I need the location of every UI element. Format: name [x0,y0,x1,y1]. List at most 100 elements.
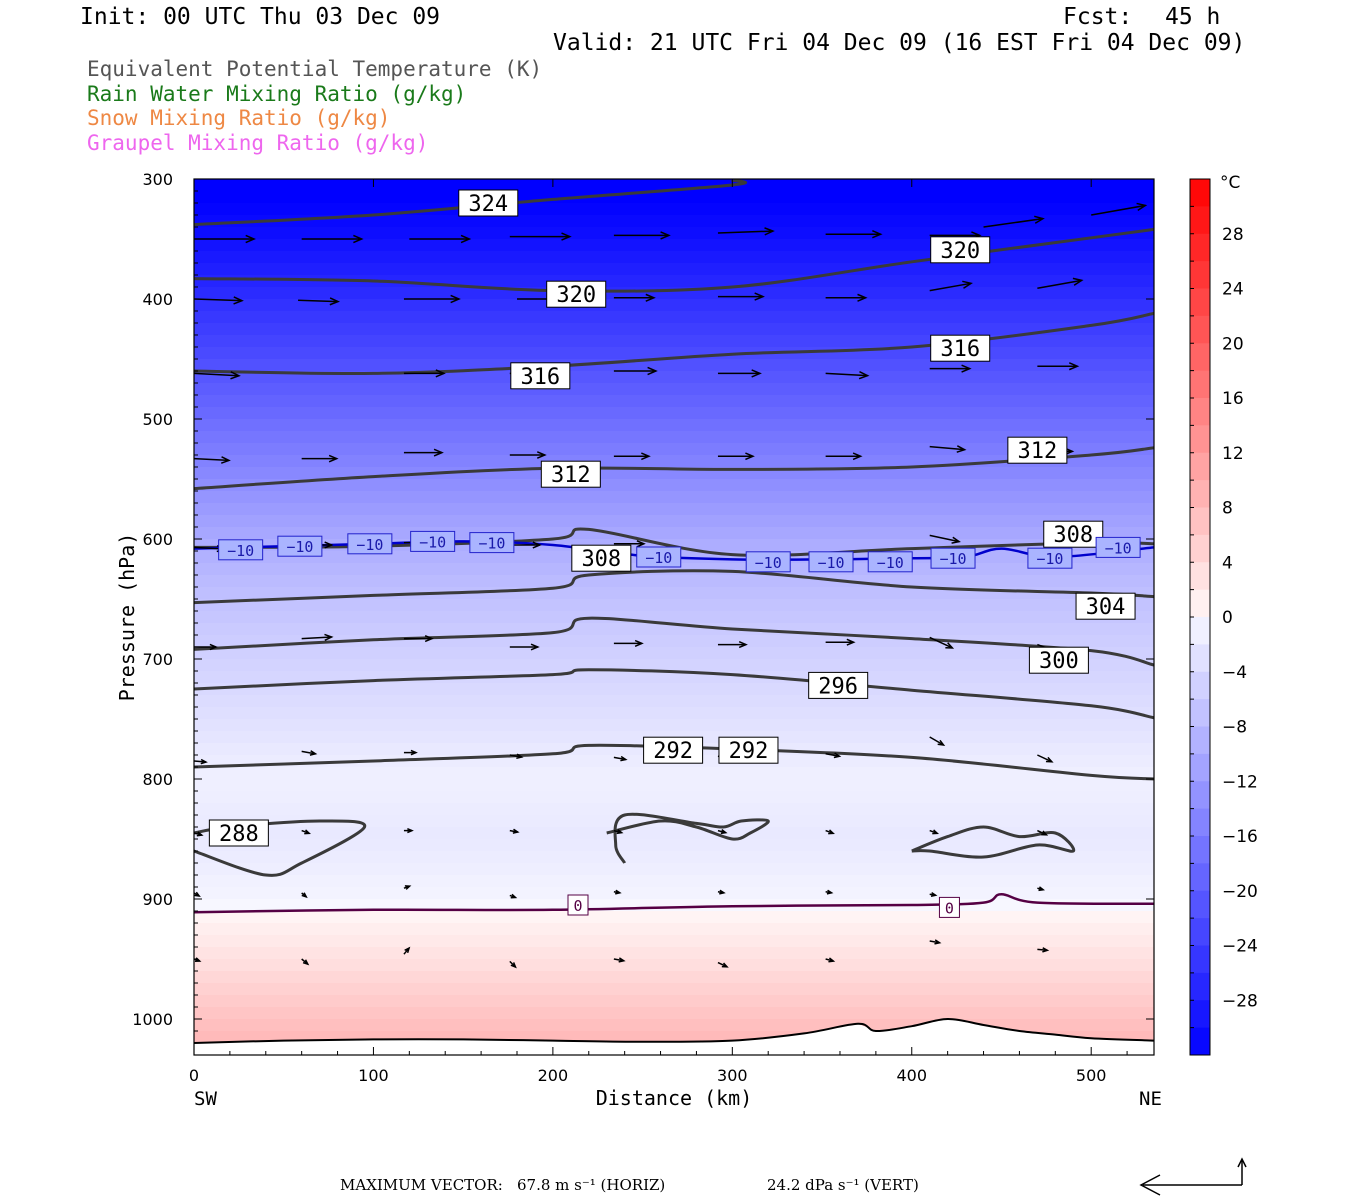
wind-vector [717,369,762,378]
svg-text:−10: −10 [356,536,383,554]
colorbar-cell [1190,480,1210,508]
temperature-band [194,875,1154,888]
svg-text:−10: −10 [419,533,446,551]
temperature-band [194,479,1154,492]
colorbar-cell [1190,753,1210,782]
temperature-band [194,215,1154,228]
temperature-band [194,395,1154,408]
isotherm-label: −10 [218,539,264,561]
y-tick-label: 900 [142,890,173,909]
svg-text:−10: −10 [1036,550,1063,568]
colorbar-label: 24 [1222,280,1244,300]
temperature-band [194,707,1154,720]
legend-theta-e: Equivalent Potential Temperature (K) [87,57,543,81]
wind-vector [825,638,856,646]
colorbar-cell [1190,233,1210,262]
temperature-band [194,263,1154,276]
wind-vector [929,534,961,544]
wind-vector [509,893,518,899]
wind-vector [403,827,414,834]
wind-vector [613,829,624,835]
wind-vector [717,961,729,968]
svg-text:308: 308 [581,547,621,572]
wind-vector [1037,947,1050,953]
colorbar-cell [1190,507,1210,536]
wind-vector [301,750,318,756]
colorbar-cell [1190,343,1210,372]
temperature-band [194,587,1154,600]
wind-vector [825,752,842,759]
wind-vector [509,541,542,549]
theta-e-label: 316 [930,334,991,362]
wind-vector [509,232,572,241]
wind-vector [409,234,472,244]
isotherm-label: −10 [1027,547,1073,569]
wind-vector [403,749,418,756]
isotherm-0 [194,892,1154,914]
theta-e-label: 300 [1028,646,1089,674]
theta-e-contour-288 [606,812,770,864]
forecast-hour: 45 h [1165,4,1221,30]
isotherm-label: −10 [410,530,456,552]
wind-vector [403,369,446,378]
colorbar-cell [1190,315,1210,344]
wind-vector [1037,754,1054,763]
wind-vector [929,636,955,649]
colorbar-label: −4 [1222,663,1247,683]
isotherm-label: 0 [567,894,589,916]
wind-vector [1037,886,1046,892]
svg-text:−10: −10 [1105,539,1132,557]
temperature-band [194,599,1154,612]
wind-vector [1037,829,1049,836]
theta-e-contour-304 [194,569,1154,605]
temperature-band [194,251,1154,264]
wind-vector [301,234,364,244]
wind-vector [983,215,1045,228]
wind-vector [403,885,412,890]
colorbar-cell [1190,179,1210,207]
svg-text:320: 320 [556,283,596,308]
temperature-band [194,527,1154,540]
theta-e-label: 288 [208,819,269,847]
svg-text:316: 316 [940,337,980,362]
max-vector-vert: 24.2 dPa s⁻¹ (VERT) [767,1176,919,1194]
temperature-band [194,887,1154,900]
wind-vector [301,454,339,463]
wind-vector [298,297,340,306]
x-tick-label: 0 [189,1066,199,1085]
wind-vector [929,280,973,292]
wind-vector [613,889,622,895]
x-tick-label: 200 [538,1066,569,1085]
temperature-band [194,623,1154,636]
temperature-band [194,779,1154,792]
wind-vector [825,230,883,239]
isotherm-label: −10 [1095,536,1141,558]
temperature-band [194,311,1154,324]
wind-vector [929,939,942,945]
colorbar-label: −24 [1222,937,1258,957]
wind-vector [929,364,972,373]
theta-e-label: 308 [571,544,632,572]
temperature-band [194,179,1154,192]
temperature-band [194,515,1154,528]
wind-vector [194,831,204,837]
wind-vector [509,451,547,459]
wind-vector [1154,957,1160,961]
temperature-shading [194,179,1154,1055]
svg-text:0: 0 [573,897,582,915]
legend-rain-water: Rain Water Mixing Ratio (g/kg) [87,82,467,106]
plot-frame [193,178,1155,1056]
theta-e-contour-292 [194,743,1154,781]
y-tick-label: 500 [142,410,173,429]
wind-vector [717,829,728,835]
temperature-band [194,923,1154,936]
temperature-band [194,959,1154,972]
wind-vector [403,635,434,643]
wind-vector [1037,362,1080,371]
wind-vector [613,293,656,302]
wind-vector [825,370,870,380]
svg-text:296: 296 [818,674,858,699]
colorbar-cell [1190,398,1210,426]
wind-vector [613,366,658,376]
